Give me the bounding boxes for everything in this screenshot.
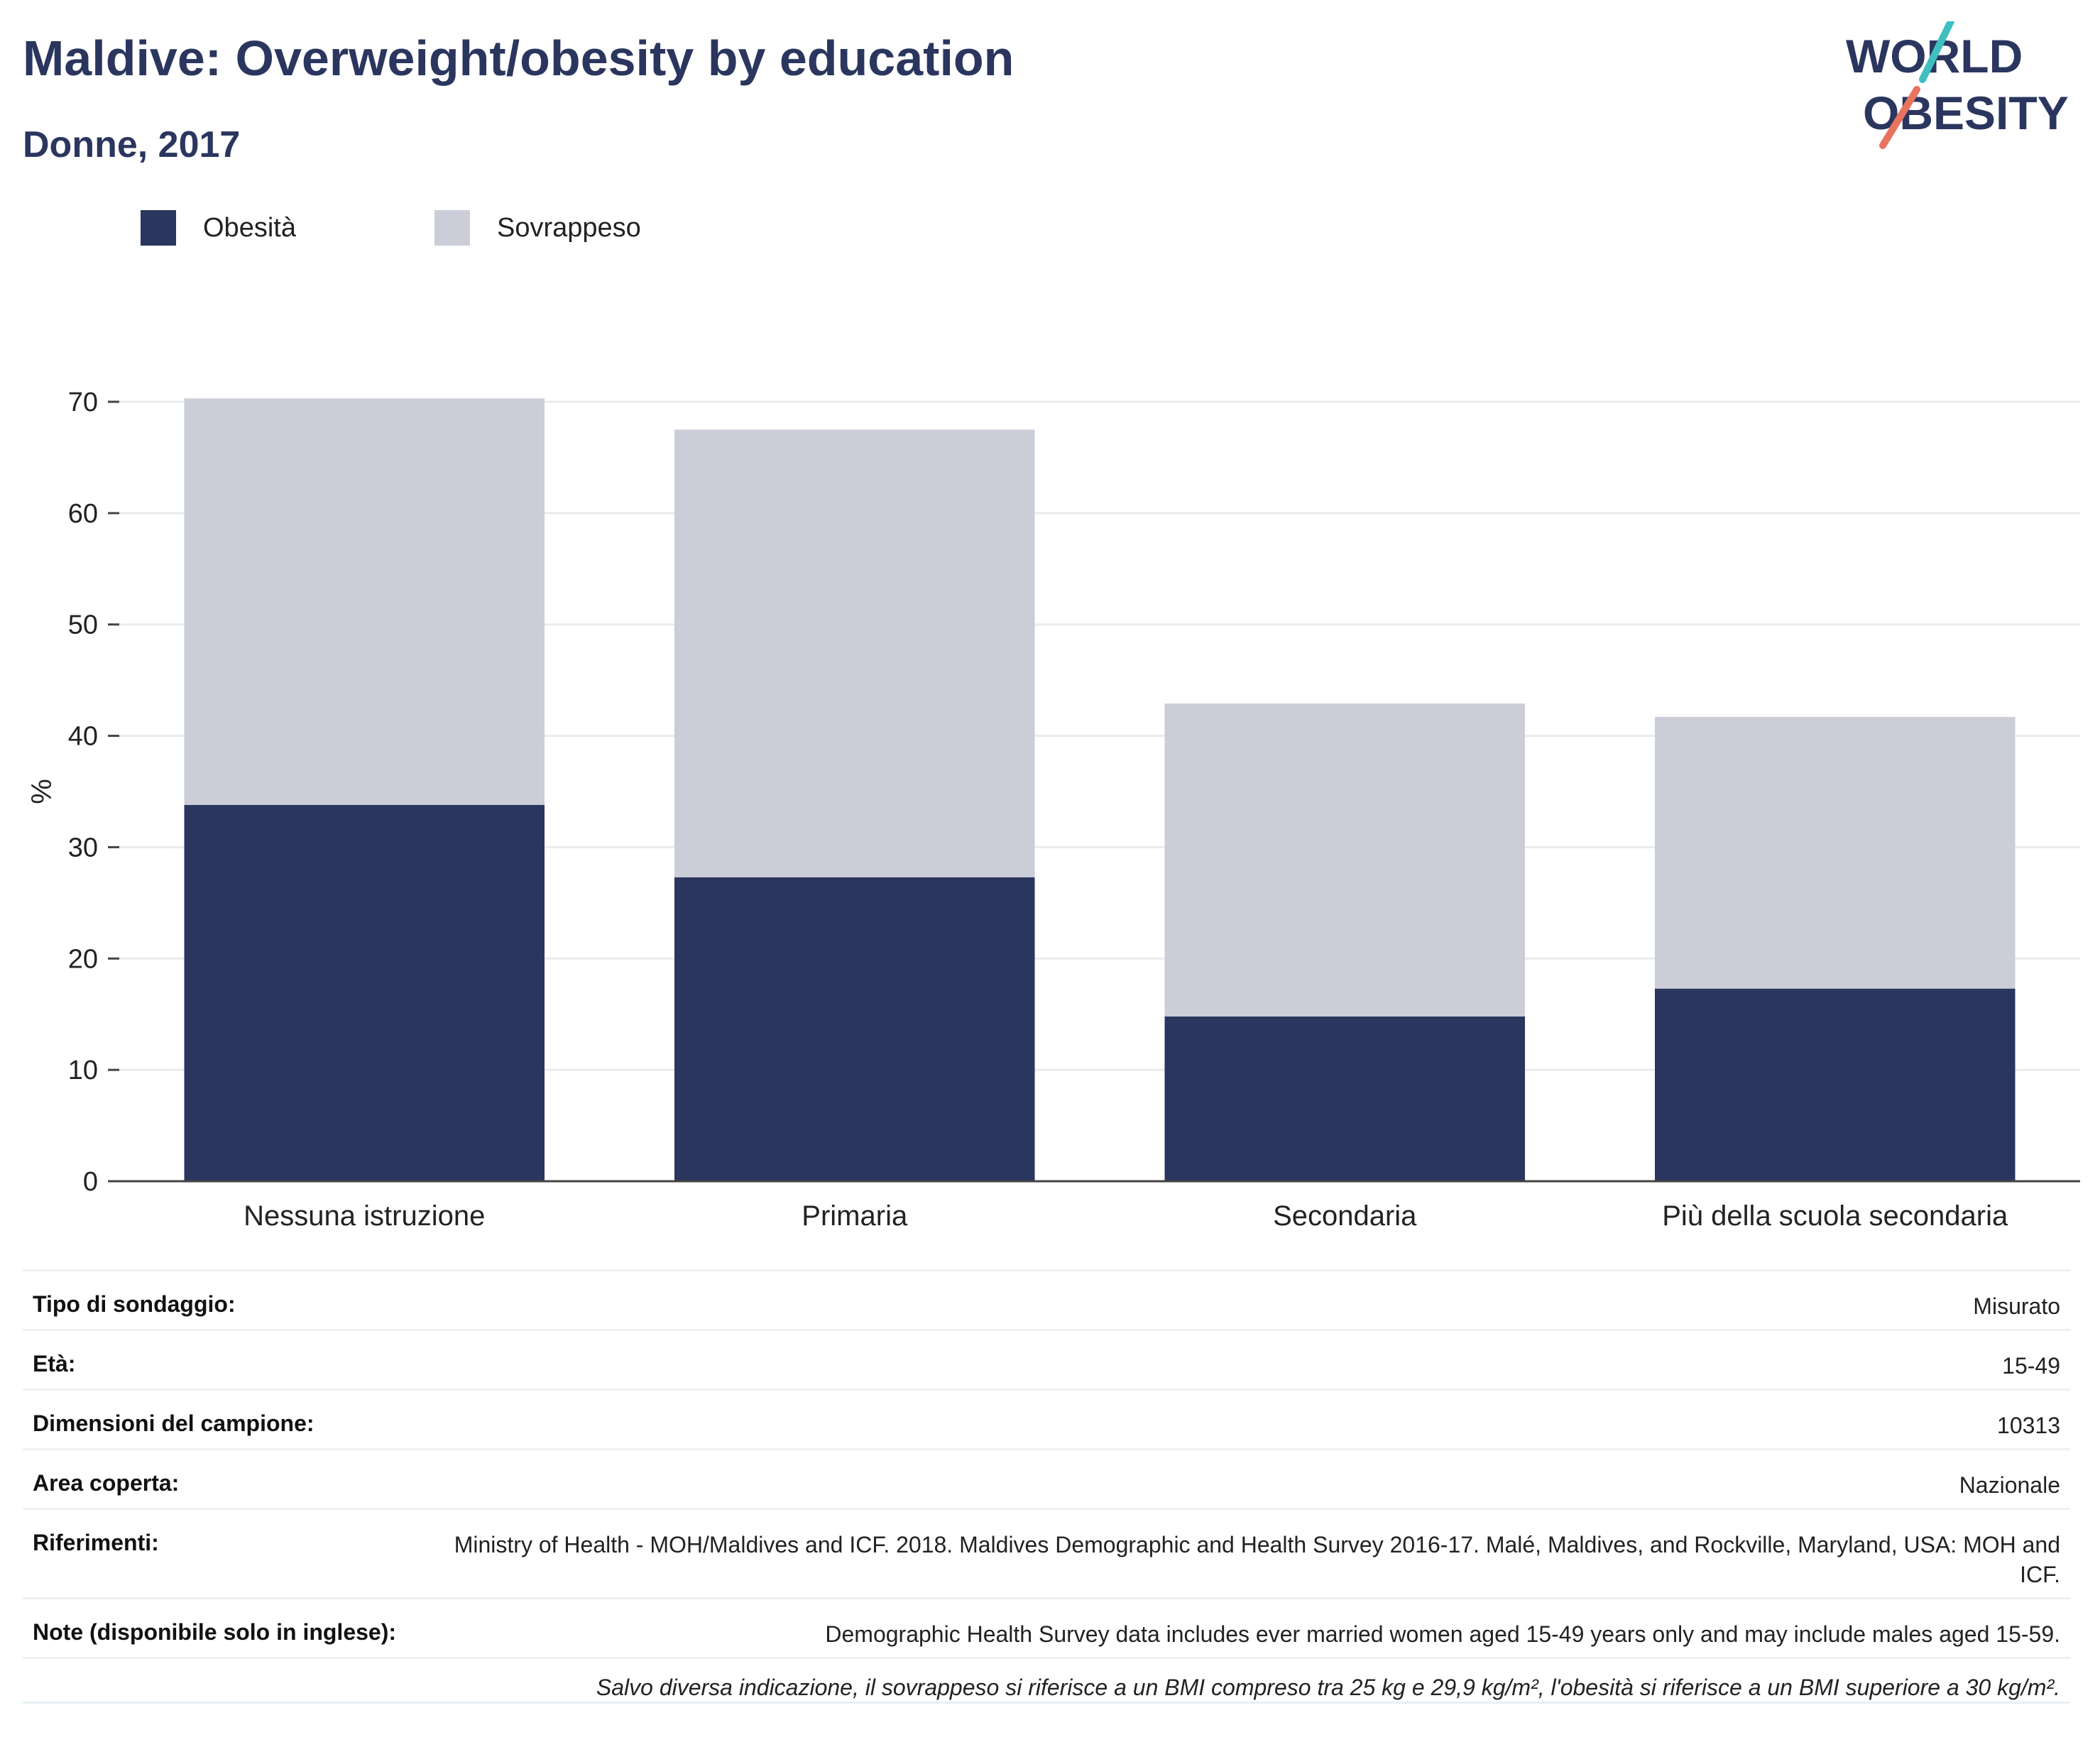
logo-slash-coral bbox=[1879, 86, 1920, 149]
x-tick-label-1: Primaria bbox=[802, 1200, 908, 1232]
meta-value-notes: Demographic Health Survey data includes … bbox=[825, 1621, 2060, 1647]
meta-value-area: Nazionale bbox=[1959, 1472, 2060, 1498]
meta-row-age: Età: 15-49 bbox=[23, 1329, 2070, 1389]
meta-row-area: Area coperta: Nazionale bbox=[23, 1448, 2070, 1508]
legend-item-obesity[interactable]: Obesità bbox=[141, 210, 296, 246]
meta-label-area: Area coperta: bbox=[33, 1470, 180, 1496]
bar-overweight-1 bbox=[674, 429, 1035, 877]
y-tick-label-10: 10 bbox=[68, 1056, 98, 1085]
y-tick-label-50: 50 bbox=[68, 610, 98, 640]
survey-info-table: Tipo di sondaggio: Misurato Età: 15-49 D… bbox=[23, 1269, 2070, 1704]
meta-row-references: Riferimenti: Ministry of Health - MOH/Ma… bbox=[23, 1508, 2070, 1597]
legend-swatch-overweight bbox=[434, 210, 470, 246]
bar-overweight-3 bbox=[1654, 716, 2016, 989]
bar-overweight-0 bbox=[184, 398, 545, 805]
x-tick-label-3: Più della scuola secondaria bbox=[1662, 1200, 2008, 1232]
meta-label-references: Riferimenti: bbox=[33, 1530, 159, 1555]
meta-row-notes: Note (disponibile solo in inglese): Demo… bbox=[23, 1597, 2070, 1657]
logo-slash-teal bbox=[1919, 21, 1954, 83]
y-tick-label-20: 20 bbox=[68, 944, 98, 974]
y-axis-label: % bbox=[26, 779, 58, 804]
logo-word-2: OBESITY bbox=[1863, 87, 2069, 139]
y-tick-label-30: 30 bbox=[68, 833, 98, 862]
meta-row-sample-size: Dimensioni del campione: 10313 bbox=[23, 1389, 2070, 1448]
meta-label-age: Età: bbox=[33, 1351, 76, 1376]
bar-obesity-2 bbox=[1164, 1016, 1526, 1181]
bmi-footnote: Salvo diversa indicazione, il sovrappeso… bbox=[23, 1657, 2070, 1704]
bar-obesity-3 bbox=[1654, 988, 2016, 1181]
legend-label-overweight: Sovrappeso bbox=[497, 212, 641, 243]
meta-row-survey-type: Tipo di sondaggio: Misurato bbox=[23, 1269, 2070, 1329]
stacked-bar-chart: 0 10 20 30 40 50 60 70% Nessuna istruzione Primar… bbox=[26, 388, 2080, 1232]
y-tick-label-60: 60 bbox=[68, 499, 98, 529]
bar-overweight-2 bbox=[1164, 703, 1526, 1017]
meta-value-survey-type: Misurato bbox=[1973, 1293, 2060, 1319]
meta-value-sample-size: 10313 bbox=[1997, 1413, 2060, 1438]
meta-value-references: Ministry of Health - MOH/Maldives and IC… bbox=[454, 1532, 2060, 1587]
world-obesity-logo: WORLD OBESITY bbox=[1846, 21, 2069, 149]
x-tick-label-0: Nessuna istruzione bbox=[244, 1200, 485, 1232]
x-tick-label-2: Secondaria bbox=[1273, 1200, 1417, 1232]
chart-title: Maldive: Overweight/obesity by education bbox=[23, 31, 1015, 86]
y-tick-label-0: 0 bbox=[83, 1167, 98, 1197]
bar-obesity-1 bbox=[674, 877, 1035, 1181]
meta-label-notes: Note (disponibile solo in inglese): bbox=[33, 1619, 397, 1645]
legend-swatch-obesity bbox=[141, 210, 176, 246]
chart-subtitle: Donne, 2017 bbox=[23, 124, 241, 165]
y-tick-label-70: 70 bbox=[68, 388, 98, 417]
meta-value-age: 15-49 bbox=[2002, 1353, 2060, 1379]
legend-item-overweight[interactable]: Sovrappeso bbox=[434, 210, 641, 246]
legend-label-obesity: Obesità bbox=[203, 212, 296, 243]
y-tick-label-40: 40 bbox=[68, 722, 98, 752]
meta-label-sample-size: Dimensioni del campione: bbox=[33, 1411, 315, 1436]
meta-label-survey-type: Tipo di sondaggio: bbox=[33, 1291, 236, 1317]
bar-obesity-0 bbox=[184, 804, 545, 1181]
